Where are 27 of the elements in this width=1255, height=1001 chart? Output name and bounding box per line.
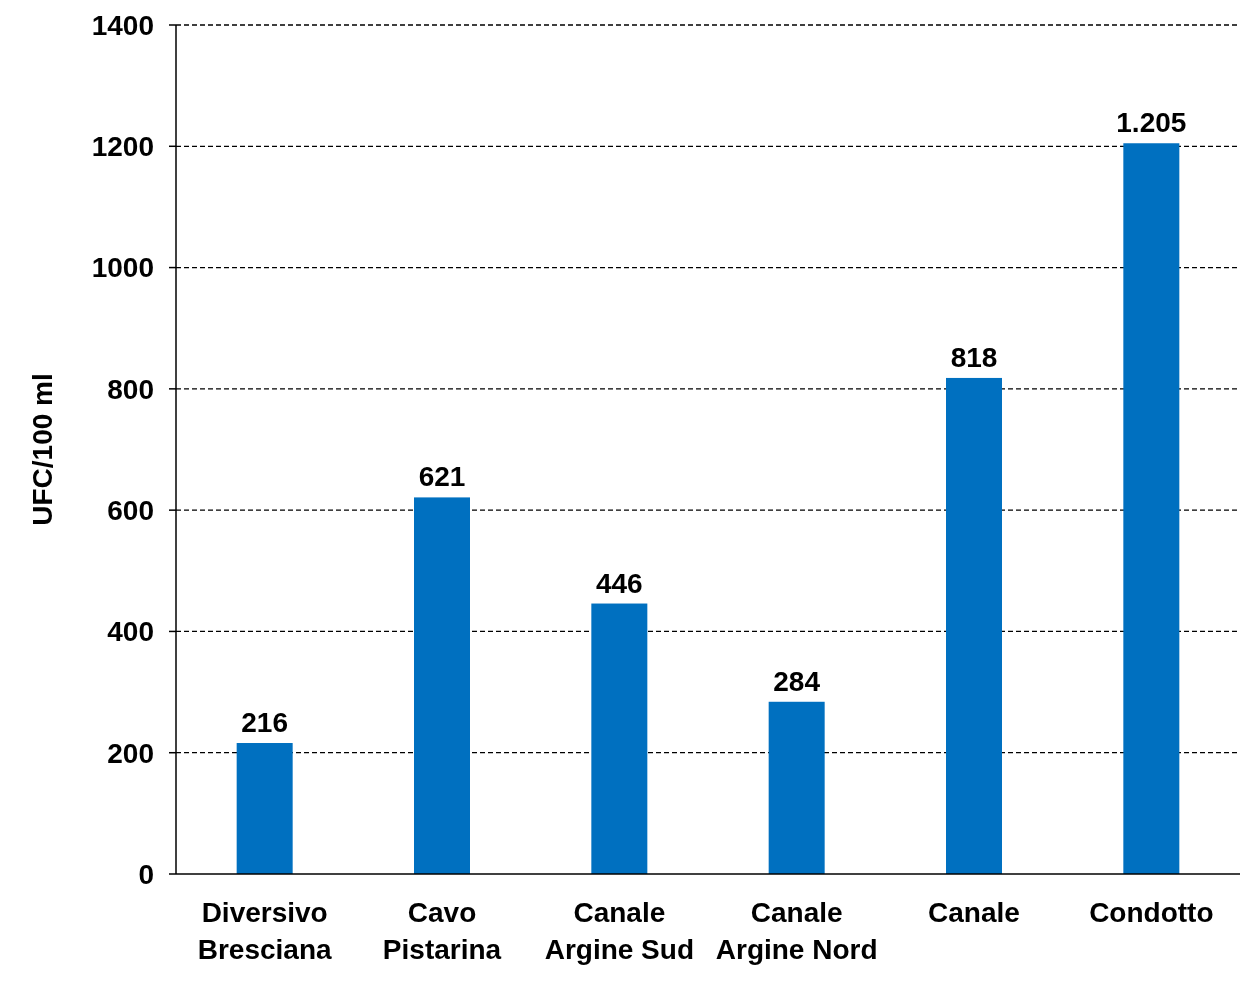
x-tick-label: Condotto <box>1089 897 1214 928</box>
data-label: 621 <box>418 461 466 493</box>
x-tick-label: Cavo Pistarina <box>382 897 502 965</box>
y-tick-label: 400 <box>107 616 154 648</box>
data-label: 284 <box>773 665 821 697</box>
data-label: 818 <box>950 341 998 373</box>
y-tick-label: 1200 <box>91 131 154 163</box>
bar <box>414 497 470 874</box>
y-tick-label: 0 <box>138 858 154 890</box>
x-tick-label: Diversivo Bresciana <box>197 897 333 965</box>
x-tick-label: Canale <box>928 897 1020 928</box>
bar <box>1123 143 1180 874</box>
bar <box>236 743 293 874</box>
bar <box>946 377 1002 874</box>
y-axis-title: UFC/100 ml <box>27 373 58 526</box>
y-tick-label: 800 <box>107 373 154 405</box>
y-tick-label: 1400 <box>91 9 154 41</box>
bar <box>768 701 825 874</box>
bar <box>591 603 648 874</box>
x-tick-label: Canale Argine Nord <box>715 897 878 965</box>
data-label: 446 <box>595 567 643 599</box>
data-label: 216 <box>241 707 289 739</box>
data-label: 1.205 <box>1116 107 1187 139</box>
y-tick-label: 600 <box>107 494 154 526</box>
y-tick-label: 1000 <box>91 252 154 284</box>
x-tick-label: Canale Argine Sud <box>544 897 695 965</box>
y-tick-label: 200 <box>107 737 154 769</box>
